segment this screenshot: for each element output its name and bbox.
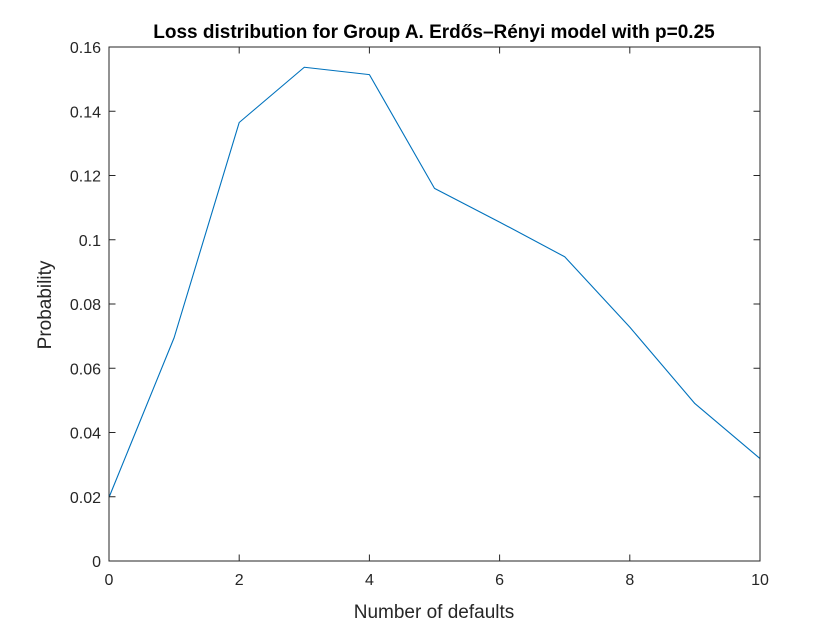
y-tick-label: 0.16: [70, 40, 101, 57]
axes-background: [109, 47, 760, 561]
y-tick-label: 0.1: [79, 233, 101, 250]
plot-area: 0 2 4 6 8 10 0 0.02 0.04 0.06 0.08 0.1 0.12 0.14 0.16: [70, 40, 769, 589]
y-tick-label: 0.12: [70, 169, 101, 186]
x-tick-label: 10: [751, 572, 769, 589]
y-tick-label: 0.14: [70, 104, 101, 121]
x-tick-label: 0: [105, 572, 114, 589]
y-tick-label: 0.04: [70, 426, 101, 443]
x-axis-label: Number of defaults: [354, 602, 515, 623]
y-tick-label: 0.08: [70, 297, 101, 314]
series-line-0: [108, 66, 761, 498]
x-tick-label: 4: [365, 572, 374, 589]
x-tick-label: 8: [625, 572, 634, 589]
x-tick-label: 2: [235, 572, 244, 589]
y-tick-label: 0.06: [70, 361, 101, 378]
y-tick-label: 0: [92, 554, 101, 571]
x-tick-label: 6: [495, 572, 504, 589]
y-tick-label: 0.02: [70, 490, 101, 507]
y-axis-label: Probability: [35, 260, 56, 349]
chart-title: Loss distribution for Group A. Erdős–Rén…: [153, 22, 715, 43]
